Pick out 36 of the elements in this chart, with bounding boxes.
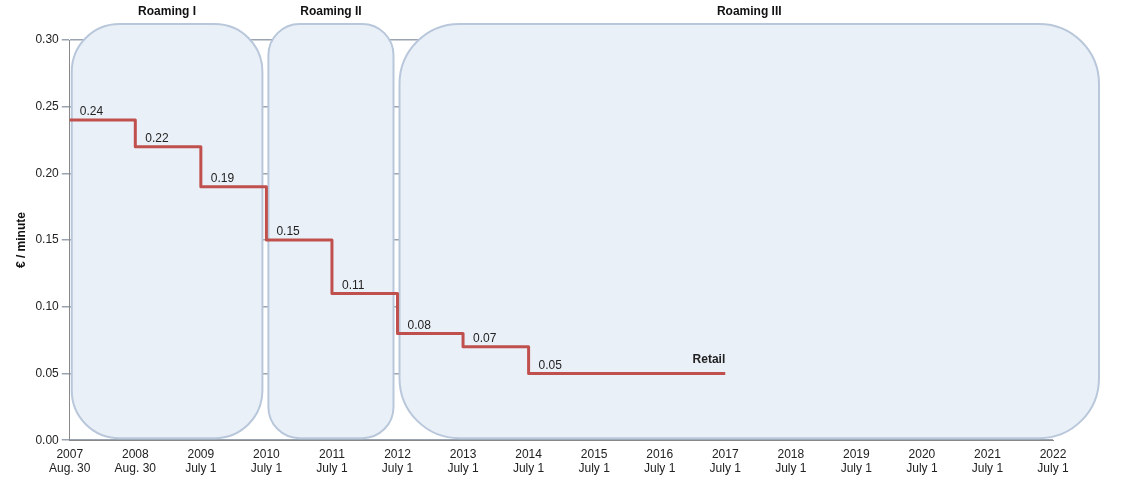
data-label: 0.11 — [341, 277, 365, 292]
band-label: Roaming II — [300, 4, 362, 19]
x-tick-label: 2014 July 1 — [512, 446, 545, 476]
x-tick-label: 2012 July 1 — [381, 446, 414, 476]
y-axis-title: € / minute — [13, 211, 28, 269]
x-tick-label: 2009 July 1 — [185, 446, 217, 476]
data-label: 0.07 — [473, 331, 497, 346]
y-tick-label: 0.05 — [35, 365, 60, 380]
y-tick-label: 0.00 — [35, 432, 60, 447]
x-tick-label: 2017 July 1 — [709, 446, 742, 476]
data-label: 0.24 — [79, 104, 104, 119]
x-tick-label: 2020 July 1 — [906, 446, 938, 476]
x-tick-label: 2018 July 1 — [775, 446, 807, 476]
y-tick-label: 0.30 — [35, 32, 60, 47]
x-tick-label: 2015 July 1 — [578, 446, 611, 476]
y-tick-label: 0.20 — [35, 165, 60, 180]
x-tick-label: 2021 July 1 — [971, 446, 1004, 476]
data-label: 0.19 — [210, 171, 235, 186]
x-tick-label: 2008 Aug. 30 — [114, 446, 157, 476]
x-tick-label: 2013 July 1 — [447, 446, 480, 476]
y-tick-label: 0.15 — [35, 232, 60, 247]
x-tick-label: 2010 July 1 — [250, 446, 283, 476]
x-tick-label: 2011 July 1 — [316, 446, 348, 476]
data-label: 0.08 — [407, 317, 432, 332]
band-label: Roaming III — [716, 4, 782, 19]
x-tick-label: 2016 July 1 — [644, 446, 676, 476]
data-label: 0.15 — [276, 224, 301, 239]
data-label: 0.05 — [538, 357, 563, 372]
y-tick-label: 0.25 — [35, 99, 60, 114]
band-label: Roaming I — [138, 4, 197, 19]
x-tick-label: 2007 Aug. 30 — [49, 446, 91, 476]
x-tick-label: 2022 July 1 — [1037, 446, 1069, 476]
series-label: Retail — [692, 351, 726, 366]
data-label: 0.22 — [145, 131, 169, 146]
y-tick-label: 0.10 — [35, 299, 60, 314]
x-tick-label: 2019 July 1 — [840, 446, 873, 476]
